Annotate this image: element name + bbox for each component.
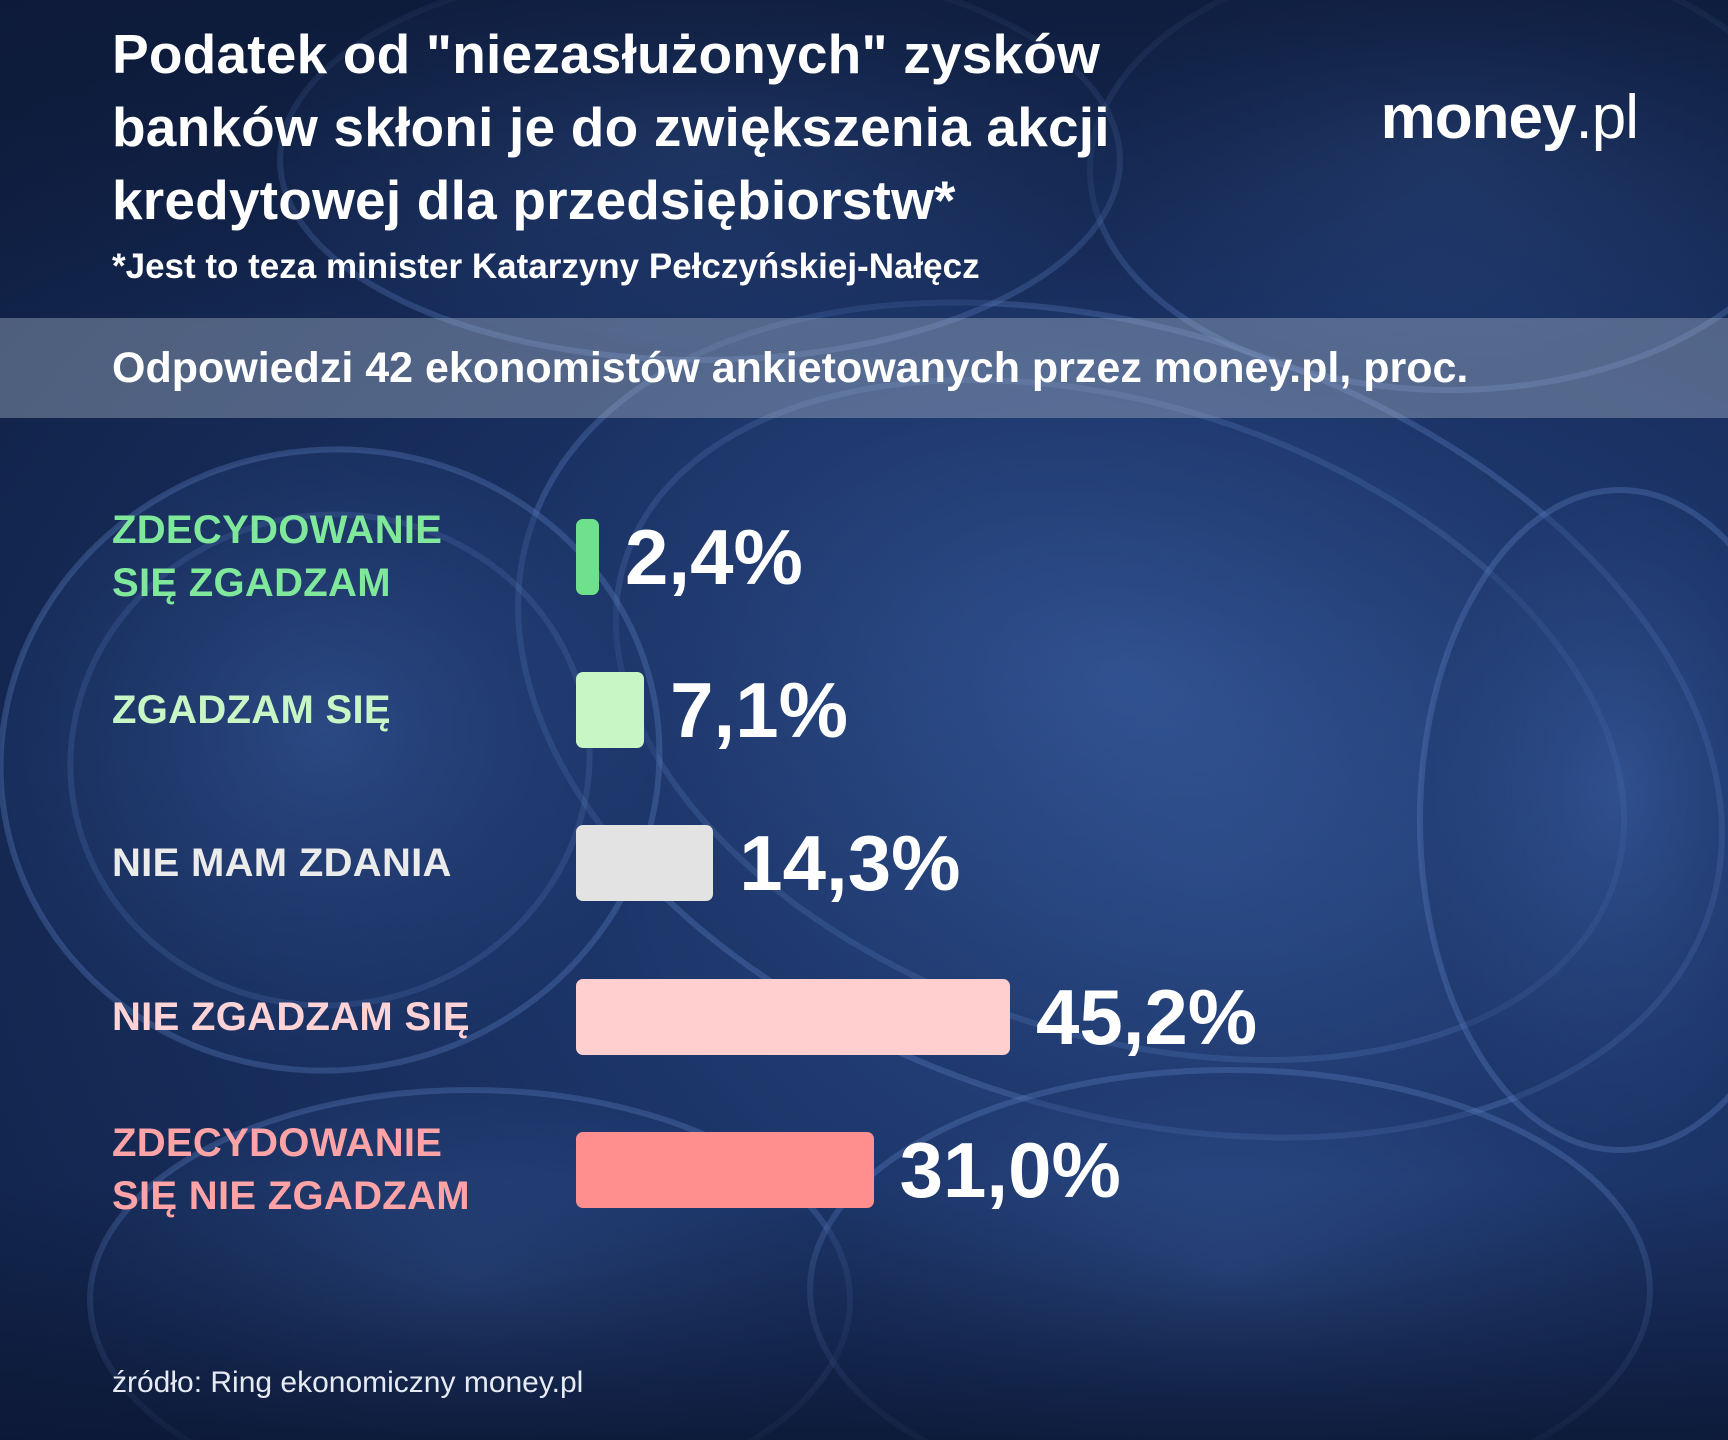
- title-line-2: banków skłoni je do zwiększenia akcji: [112, 96, 1110, 158]
- category-label: NIE MAM ZDANIA: [112, 803, 552, 923]
- money-pl-logo: money.pl: [1380, 82, 1639, 153]
- bar-row: NIE MAM ZDANIA 14,3%: [0, 803, 1728, 923]
- chart-title: Podatek od "niezasłużonych" zysków bankó…: [112, 18, 1262, 237]
- value-label: 14,3%: [739, 819, 961, 907]
- category-label-line: SIĘ NIE ZGADZAM: [112, 1174, 470, 1218]
- category-label: ZDECYDOWANIE SIĘ ZGADZAM: [112, 497, 552, 617]
- bar-row: ZDECYDOWANIE SIĘ NIE ZGADZAM 31,0%: [0, 1110, 1728, 1230]
- logo-tld: .pl: [1575, 83, 1639, 152]
- category-label: ZGADZAM SIĘ: [112, 650, 552, 770]
- category-label-line: ZDECYDOWANIE: [112, 508, 443, 552]
- bar-row: ZDECYDOWANIE SIĘ ZGADZAM 2,4%: [0, 497, 1728, 617]
- bar: [576, 1132, 874, 1208]
- category-label-line: SIĘ ZGADZAM: [112, 561, 391, 605]
- category-label: NIE ZGADZAM SIĘ: [112, 957, 552, 1077]
- value-label: 2,4%: [625, 513, 803, 601]
- chart-subtitle: Odpowiedzi 42 ekonomistów ankietowanych …: [112, 344, 1469, 392]
- bar-row: ZGADZAM SIĘ 7,1%: [0, 650, 1728, 770]
- category-label-line: ZGADZAM SIĘ: [112, 687, 391, 732]
- subtitle-band: Odpowiedzi 42 ekonomistów ankietowanych …: [0, 318, 1728, 418]
- logo-brand: money: [1380, 83, 1577, 152]
- value-label: 7,1%: [670, 666, 848, 754]
- source-note: źródło: Ring ekonomiczny money.pl: [112, 1366, 584, 1399]
- title-line-3: kredytowej dla przedsiębiorstw*: [112, 169, 956, 231]
- bar: [576, 825, 714, 901]
- category-label-line: NIE ZGADZAM SIĘ: [112, 994, 470, 1039]
- value-label: 45,2%: [1036, 973, 1258, 1061]
- bar-row: NIE ZGADZAM SIĘ 45,2%: [0, 957, 1728, 1077]
- bar: [576, 979, 1010, 1055]
- category-label: ZDECYDOWANIE SIĘ NIE ZGADZAM: [112, 1110, 552, 1230]
- value-label: 31,0%: [899, 1126, 1121, 1214]
- bar: [576, 519, 600, 595]
- category-label-line: ZDECYDOWANIE: [112, 1121, 443, 1165]
- bar: [576, 672, 645, 748]
- title-line-1: Podatek od "niezasłużonych" zysków: [112, 23, 1101, 85]
- category-label-line: NIE MAM ZDANIA: [112, 840, 452, 885]
- title-footnote: *Jest to teza minister Katarzyny Pełczyń…: [112, 247, 980, 286]
